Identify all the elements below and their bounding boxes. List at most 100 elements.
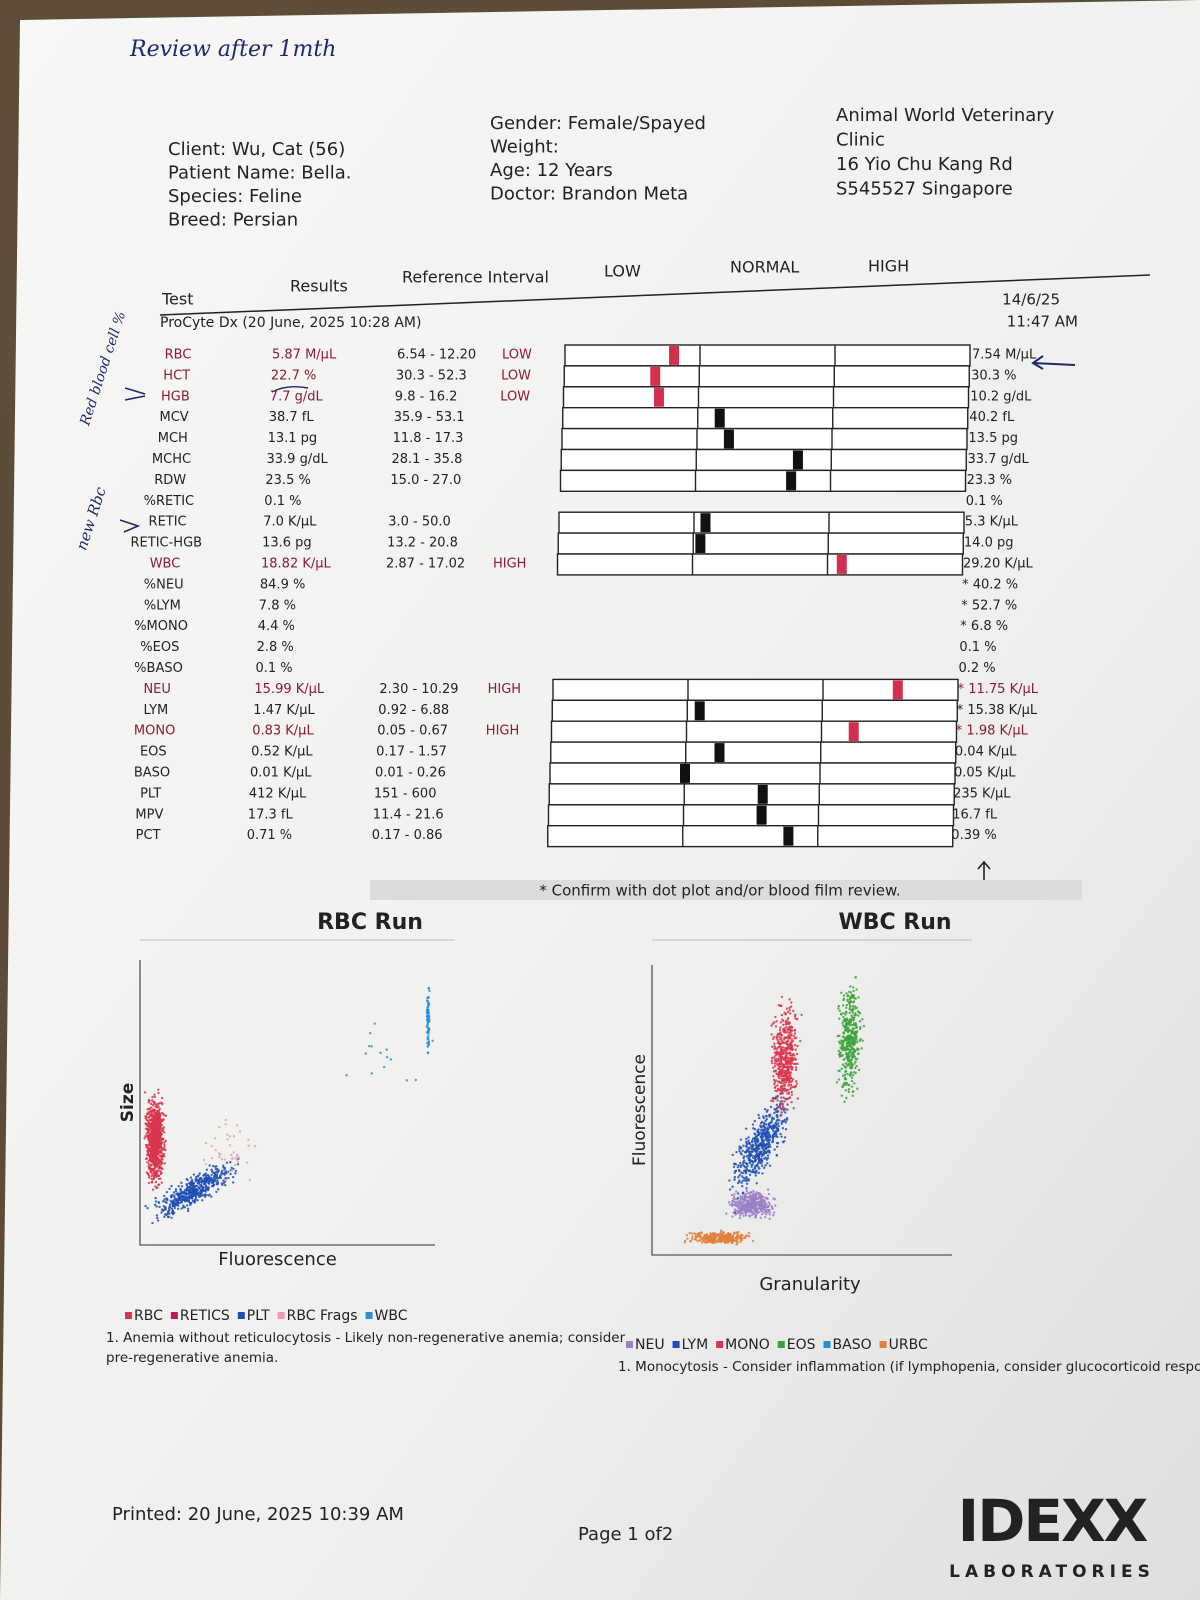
cell-dot bbox=[846, 1026, 850, 1030]
cell-dot bbox=[794, 1048, 797, 1051]
previous-result: 16.7 fL bbox=[952, 807, 998, 822]
cell-dot bbox=[842, 1074, 845, 1078]
cell-dot bbox=[769, 1121, 773, 1124]
patient-info: Doctor: Brandon Meta bbox=[490, 184, 688, 205]
cell-dot bbox=[784, 1057, 787, 1060]
cell-dot bbox=[769, 1113, 772, 1116]
cell-dot bbox=[777, 1073, 780, 1076]
result: 0.52 K/µL bbox=[251, 745, 313, 760]
cell-dot bbox=[747, 1191, 751, 1195]
cell-dot bbox=[744, 1171, 748, 1174]
cell-dot bbox=[154, 1122, 158, 1125]
cell-dot bbox=[856, 1030, 859, 1033]
cell-dot bbox=[156, 1163, 159, 1166]
result-marker bbox=[892, 680, 903, 700]
cell-dot bbox=[847, 1042, 850, 1045]
cell-dot bbox=[726, 1236, 729, 1239]
cell-dot bbox=[753, 1208, 756, 1212]
cell-dot bbox=[426, 1012, 430, 1015]
cell-dot bbox=[735, 1243, 738, 1246]
cell-dot bbox=[839, 1042, 843, 1045]
cell-dot bbox=[158, 1138, 161, 1141]
cell-dot bbox=[154, 1172, 157, 1175]
cell-dot bbox=[757, 1171, 761, 1175]
cell-dot bbox=[852, 1019, 855, 1022]
cell-dot bbox=[786, 1052, 789, 1055]
cell-dot bbox=[147, 1172, 150, 1176]
test-name: MONO bbox=[134, 724, 175, 739]
cell-dot bbox=[858, 1011, 861, 1014]
cell-dot bbox=[771, 1037, 775, 1040]
cell-dot bbox=[389, 1058, 393, 1061]
cell-dot bbox=[235, 1124, 239, 1127]
cell-dot bbox=[153, 1093, 156, 1097]
cell-dot bbox=[234, 1172, 237, 1175]
cell-dot bbox=[773, 1081, 777, 1084]
cell-dot bbox=[752, 1193, 756, 1196]
test-name: RETIC-HGB bbox=[131, 536, 203, 551]
cell-dot bbox=[163, 1131, 166, 1134]
cell-dot bbox=[735, 1190, 738, 1193]
cell-dot bbox=[853, 1005, 857, 1008]
cell-dot bbox=[152, 1178, 155, 1181]
reference-interval: 0.17 - 0.86 bbox=[372, 828, 443, 843]
result-marker bbox=[650, 366, 661, 386]
cell-dot bbox=[773, 1051, 777, 1054]
cell-dot bbox=[839, 1013, 843, 1016]
cell-dot bbox=[854, 1033, 857, 1036]
cell-dot bbox=[145, 1116, 148, 1119]
cell-dot bbox=[850, 1076, 854, 1080]
result-marker bbox=[653, 387, 664, 407]
cell-dot bbox=[753, 1137, 756, 1140]
range-bar bbox=[559, 469, 967, 492]
legend-swatch bbox=[626, 1341, 633, 1348]
cell-dot bbox=[774, 1079, 778, 1082]
cell-dot bbox=[168, 1205, 172, 1208]
previous-result: * 15.38 K/µL bbox=[957, 703, 1038, 718]
cell-dot bbox=[851, 1057, 854, 1060]
cell-dot bbox=[845, 1045, 848, 1048]
cell-dot bbox=[231, 1175, 235, 1179]
cell-dot bbox=[172, 1191, 176, 1194]
cell-dot bbox=[157, 1183, 160, 1186]
cell-dot bbox=[738, 1169, 741, 1173]
cell-dot bbox=[151, 1117, 154, 1121]
cell-dot bbox=[784, 1013, 787, 1016]
cell-dot bbox=[733, 1193, 736, 1196]
cell-dot bbox=[772, 1100, 775, 1103]
cell-dot bbox=[172, 1194, 176, 1197]
cell-dot bbox=[852, 1022, 856, 1025]
cell-dot bbox=[765, 1209, 768, 1212]
logo-sub: LABORATORIES bbox=[949, 1562, 1155, 1582]
cell-dot bbox=[192, 1194, 196, 1198]
cell-dot bbox=[745, 1234, 748, 1237]
cell-dot bbox=[151, 1154, 154, 1157]
cell-dot bbox=[747, 1148, 750, 1151]
cell-dot bbox=[741, 1163, 744, 1166]
cell-dot bbox=[760, 1207, 764, 1210]
result: 0.01 K/µL bbox=[250, 766, 312, 781]
cell-dot bbox=[731, 1215, 734, 1218]
cell-dot bbox=[768, 1203, 771, 1206]
cell-dot bbox=[787, 1074, 791, 1078]
test-name: RBC bbox=[165, 348, 192, 363]
cell-dot bbox=[738, 1179, 741, 1182]
cell-dot bbox=[792, 1052, 795, 1056]
cell-dot bbox=[732, 1197, 735, 1201]
cell-dot bbox=[745, 1199, 748, 1202]
cell-dot bbox=[153, 1138, 156, 1142]
cell-dot bbox=[224, 1177, 227, 1180]
cell-dot bbox=[739, 1147, 742, 1150]
test-name: %BASO bbox=[134, 661, 183, 676]
cell-dot bbox=[791, 1048, 795, 1051]
cell-dot bbox=[214, 1177, 217, 1181]
cell-dot bbox=[213, 1179, 217, 1183]
cell-dot bbox=[685, 1233, 689, 1237]
cell-dot bbox=[782, 1074, 785, 1078]
reference-interval: 30.3 - 52.3 bbox=[396, 368, 467, 383]
cell-dot bbox=[766, 1197, 769, 1201]
cell-dot bbox=[217, 1169, 220, 1172]
cell-dot bbox=[722, 1236, 726, 1240]
cell-dot bbox=[750, 1197, 753, 1201]
cell-dot bbox=[747, 1139, 750, 1142]
